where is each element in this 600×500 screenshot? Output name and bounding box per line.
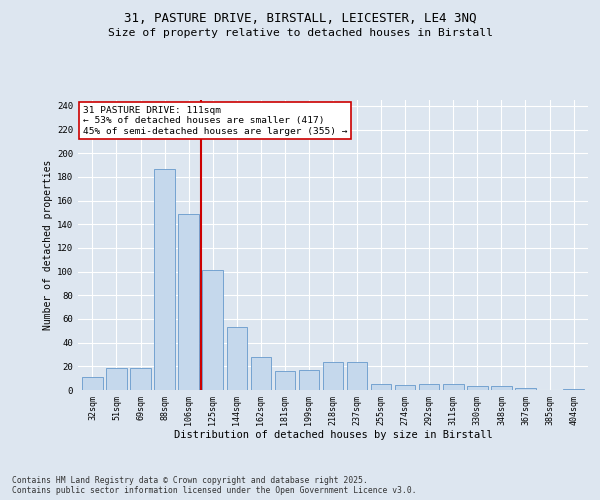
Bar	[154, 168, 175, 390]
Bar	[467, 386, 488, 390]
Text: 31 PASTURE DRIVE: 111sqm
← 53% of detached houses are smaller (417)
45% of semi-: 31 PASTURE DRIVE: 111sqm ← 53% of detach…	[83, 106, 347, 136]
Bar	[251, 357, 271, 390]
Bar	[395, 386, 415, 390]
Bar	[227, 328, 247, 390]
Bar	[106, 368, 127, 390]
Bar	[515, 388, 536, 390]
Bar	[178, 214, 199, 390]
Bar	[299, 370, 319, 390]
Bar	[275, 371, 295, 390]
Bar	[443, 384, 464, 390]
Bar	[491, 386, 512, 390]
Bar	[563, 389, 584, 390]
Bar	[419, 384, 439, 390]
Bar	[323, 362, 343, 390]
Bar	[202, 270, 223, 390]
Text: Size of property relative to detached houses in Birstall: Size of property relative to detached ho…	[107, 28, 493, 38]
Bar	[347, 362, 367, 390]
X-axis label: Distribution of detached houses by size in Birstall: Distribution of detached houses by size …	[173, 430, 493, 440]
Text: 31, PASTURE DRIVE, BIRSTALL, LEICESTER, LE4 3NQ: 31, PASTURE DRIVE, BIRSTALL, LEICESTER, …	[124, 12, 476, 26]
Text: Contains HM Land Registry data © Crown copyright and database right 2025.
Contai: Contains HM Land Registry data © Crown c…	[12, 476, 416, 495]
Y-axis label: Number of detached properties: Number of detached properties	[43, 160, 53, 330]
Bar	[82, 377, 103, 390]
Bar	[130, 368, 151, 390]
Bar	[371, 384, 391, 390]
